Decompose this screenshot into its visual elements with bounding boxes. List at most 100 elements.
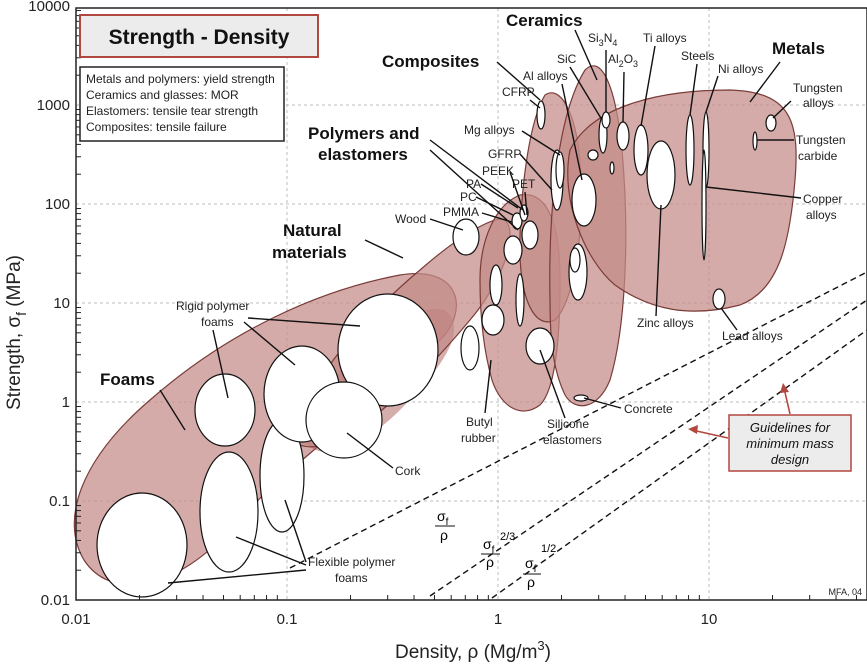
leader-wood: [429, 218, 464, 231]
leader-polymers-2: [429, 149, 519, 231]
label-pc: PC: [460, 190, 477, 204]
leader-copper: [705, 186, 802, 199]
bubble-concrete: [573, 394, 589, 402]
label-ceramics: Ceramics: [506, 11, 583, 30]
label-metals: Metals: [772, 39, 825, 58]
leader-ceramics: [574, 29, 598, 81]
leader-rigid-1: [212, 329, 229, 399]
guideline-arrow-2-head: [780, 383, 789, 393]
label-tungsten-1: Tungsten: [793, 81, 843, 95]
x-tick-label: 1: [494, 611, 502, 628]
bubble-polymer-3: [503, 235, 523, 265]
label-zinc: Zinc alloys: [637, 316, 694, 330]
y-tick-label: 1: [62, 394, 70, 411]
label-flexible-1: Flexible polymer: [308, 555, 395, 569]
guidelines: [289, 271, 867, 599]
guideline-note-1: Guidelines for: [750, 420, 831, 435]
bubble-ti-alloys: [633, 124, 649, 176]
guide-label-2-den: ρ: [486, 554, 494, 570]
label-pmma: PMMA: [443, 205, 479, 219]
label-foams: Foams: [100, 370, 155, 389]
guideline-arrow-1: [691, 429, 729, 439]
bubble-steels: [685, 114, 695, 186]
label-natural-2: materials: [272, 243, 347, 262]
leader-rigid-3: [247, 317, 361, 327]
label-sic: SiC: [557, 52, 577, 66]
label-cfrp: CFRP: [502, 85, 535, 99]
guide-label-1-den: ρ: [440, 527, 448, 543]
label-lead: Lead alloys: [722, 329, 783, 343]
bubble-ceramic-3: [587, 149, 599, 161]
leader-gfrp: [519, 153, 553, 191]
bubble-ceramic-4: [609, 161, 615, 175]
label-natural-1: Natural: [283, 221, 342, 240]
bubble-silicone: [525, 327, 555, 365]
note-line-4: Composites: tensile failure: [86, 120, 227, 134]
leader-silicone: [539, 349, 566, 419]
bubble-butyl-rubber: [460, 325, 480, 371]
guideline-sigma12-over-rho: [491, 329, 867, 599]
x-tick-label: 0.01: [61, 611, 90, 628]
bubble-flexible-foam-2: [199, 451, 259, 573]
leader-pa: [480, 183, 519, 209]
leader-rigid-2: [243, 321, 296, 366]
leader-polymers: [429, 139, 524, 211]
note-line-3: Elastomers: tensile tear strength: [86, 104, 258, 118]
guideline-labels: σf ρ σf 2/3 ρ σf 1/2 ρ: [435, 508, 556, 590]
leader-al: [561, 83, 583, 181]
tick-layer: 0.01 0.1 1 10 0.01 0.1 1 10 100 1000 10000: [28, 0, 857, 628]
leader-lead: [720, 307, 738, 331]
label-tungsten-2: alloys: [803, 96, 834, 110]
label-silicone-1: Silicone: [547, 417, 589, 431]
label-wc-2: carbide: [798, 149, 838, 163]
y-axis-title: Strength, σf (MPa): [4, 255, 29, 410]
bubble-ceramic-2: [569, 247, 581, 273]
leader-concrete: [583, 397, 622, 409]
guideline-sigma-over-rho: [289, 271, 867, 569]
label-ni: Ni alloys: [718, 62, 763, 76]
leader-ni: [705, 75, 719, 113]
label-butyl-1: Butyl: [466, 415, 493, 429]
leader-flexible-1: [284, 499, 307, 563]
label-silicone-2: elastomers: [543, 433, 602, 447]
bubble-flexible-foam-1: [96, 492, 188, 598]
title-box: [79, 14, 319, 58]
note-box: [79, 66, 285, 142]
label-cork: Cork: [395, 464, 421, 478]
guideline-note-2: minimum mass: [746, 436, 834, 451]
x-tick-label: 10: [701, 611, 718, 628]
bubble-si3n4: [601, 111, 611, 129]
leader-flexible-2: [235, 536, 307, 566]
guide-label-2-exp: 2/3: [500, 531, 515, 543]
x-tick-label: 0.1: [277, 611, 298, 628]
y-tick-label: 10: [53, 295, 70, 312]
label-al2o3: Al2O3: [608, 52, 638, 69]
leader-al2o3: [622, 71, 625, 123]
bubble-polymer-2: [489, 264, 503, 306]
x-axis-title: Density, ρ (Mg/m3): [395, 638, 551, 663]
label-al: Al alloys: [523, 69, 568, 83]
family-labels: Foams Natural materials Polymers and ela…: [100, 11, 825, 431]
y-tick-label: 100: [45, 196, 70, 213]
material-labels: Rigid polymer foams Flexible polymer foa…: [167, 31, 846, 585]
label-copper-1: Copper: [803, 192, 842, 206]
label-rigid-1: Rigid polymer: [176, 299, 249, 313]
leader-peek: [509, 171, 526, 216]
leader-ti: [640, 45, 656, 127]
leader-pet: [524, 191, 528, 216]
material-bubbles: [96, 100, 777, 598]
leader-flexible-3: [167, 569, 307, 584]
y-tick-label: 0.1: [49, 493, 70, 510]
bubble-tungsten-carbide: [752, 131, 758, 151]
guide-label-3-num: σf: [525, 555, 537, 575]
bubble-polymer-4: [515, 273, 525, 327]
label-wc-1: Tungsten: [796, 133, 846, 147]
y-tick-label: 10000: [28, 0, 70, 15]
leader-composites: [496, 61, 541, 101]
leader-pc: [475, 196, 514, 216]
leader-butyl: [484, 359, 492, 414]
bubble-zinc-alloys: [646, 140, 676, 210]
y-tick-label: 0.01: [41, 592, 70, 609]
bubble-lead-alloys: [712, 288, 726, 310]
